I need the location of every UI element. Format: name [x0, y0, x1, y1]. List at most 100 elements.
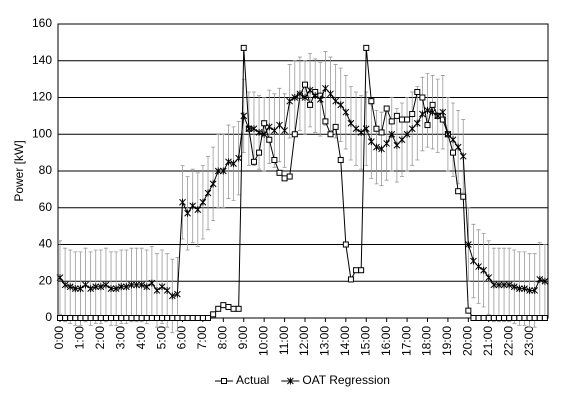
- data-point: [113, 315, 120, 321]
- data-point: [327, 131, 334, 138]
- data-point: [526, 286, 533, 294]
- data-point: [485, 274, 493, 282]
- y-tick-label: 100: [32, 126, 52, 140]
- y-tick-label: 60: [39, 200, 53, 214]
- data-point: [164, 315, 171, 321]
- x-tick-label: 13:00: [318, 326, 332, 356]
- legend-label: Actual: [236, 373, 269, 387]
- data-point: [199, 198, 207, 206]
- data-point: [128, 315, 135, 321]
- data-point: [57, 315, 63, 321]
- data-point: [388, 130, 396, 138]
- data-point: [337, 156, 344, 163]
- data-point: [521, 285, 528, 293]
- data-point: [541, 277, 549, 285]
- data-point: [179, 198, 186, 206]
- data-point: [378, 145, 385, 153]
- data-point: [301, 94, 309, 101]
- data-point: [332, 97, 339, 105]
- data-point: [501, 315, 508, 321]
- data-point: [444, 130, 452, 138]
- data-point: [281, 127, 288, 135]
- series-line: [59, 87, 546, 297]
- data-point: [531, 315, 538, 321]
- x-tick-label: 23:00: [522, 326, 536, 356]
- data-point: [506, 315, 513, 321]
- data-point: [128, 281, 135, 289]
- data-point: [117, 283, 125, 291]
- legend-marker: [221, 378, 227, 384]
- y-tick-label: 120: [32, 90, 52, 104]
- data-point: [107, 285, 115, 293]
- data-point: [148, 279, 156, 287]
- data-point: [271, 127, 278, 135]
- data-point: [112, 285, 120, 293]
- data-point: [495, 315, 502, 321]
- data-point: [358, 267, 365, 274]
- data-point: [353, 267, 360, 274]
- data-point: [459, 152, 467, 160]
- data-point: [230, 305, 237, 312]
- data-point: [61, 281, 69, 289]
- data-point: [271, 156, 278, 163]
- data-point: [352, 125, 360, 133]
- data-point: [327, 90, 334, 98]
- data-point: [82, 281, 89, 289]
- data-point: [286, 173, 293, 180]
- data-point: [373, 125, 380, 132]
- data-point: [490, 281, 498, 289]
- data-point: [480, 266, 487, 274]
- data-point: [97, 315, 104, 321]
- data-point: [184, 315, 191, 321]
- x-tick-label: 6:00: [175, 326, 189, 350]
- data-point: [87, 285, 94, 293]
- data-point: [296, 90, 304, 98]
- data-point: [404, 116, 411, 123]
- data-point: [424, 106, 431, 114]
- data-point: [306, 86, 314, 94]
- y-tick-label: 140: [32, 53, 52, 67]
- x-tick-label: 5:00: [154, 326, 168, 350]
- data-point: [311, 92, 319, 100]
- data-point: [261, 120, 268, 127]
- data-point: [82, 315, 89, 321]
- data-point: [470, 315, 477, 321]
- data-point: [475, 315, 482, 321]
- data-point: [424, 122, 431, 129]
- data-point: [347, 276, 354, 283]
- data-point: [378, 129, 385, 136]
- data-point: [77, 285, 84, 293]
- data-point: [158, 283, 166, 291]
- data-point: [72, 315, 79, 321]
- x-tick-label: 19:00: [440, 326, 454, 356]
- data-point: [266, 136, 273, 143]
- data-point: [516, 315, 523, 321]
- data-point: [362, 125, 370, 133]
- data-point: [480, 315, 487, 321]
- x-tick-label: 10:00: [256, 326, 270, 356]
- data-point: [337, 101, 345, 109]
- data-point: [66, 283, 74, 291]
- data-point: [414, 88, 421, 95]
- data-point: [230, 160, 237, 168]
- data-point: [450, 149, 457, 156]
- data-point: [219, 167, 227, 175]
- data-point: [260, 130, 268, 138]
- data-point: [429, 108, 436, 116]
- data-point: [189, 202, 197, 210]
- x-tick-label: 18:00: [420, 326, 434, 356]
- data-point: [521, 315, 528, 321]
- data-point: [71, 285, 79, 293]
- data-point: [143, 315, 150, 321]
- data-point: [291, 94, 299, 101]
- data-point: [393, 112, 400, 119]
- x-tick-label: 1:00: [73, 326, 87, 350]
- data-point: [210, 311, 217, 318]
- data-point: [108, 315, 115, 321]
- data-point: [250, 158, 257, 165]
- data-point: [470, 257, 477, 265]
- data-point: [67, 315, 74, 321]
- data-point: [511, 315, 518, 321]
- data-point: [174, 315, 181, 321]
- data-point: [174, 290, 181, 298]
